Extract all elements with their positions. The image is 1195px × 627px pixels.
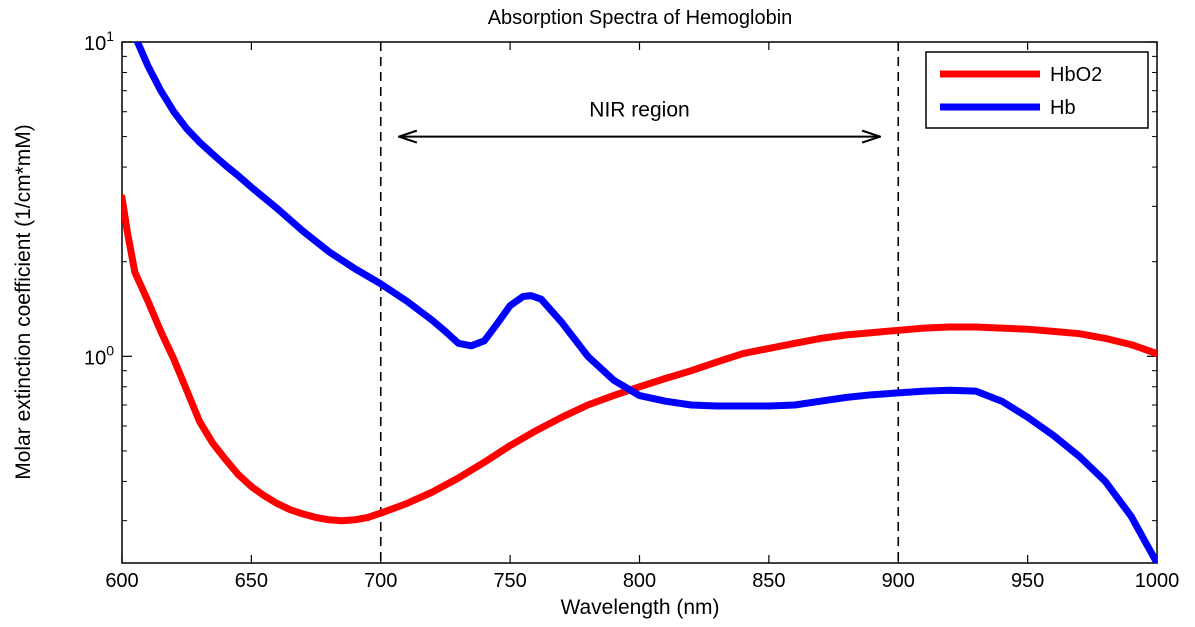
x-tick-label: 800 [623, 570, 656, 592]
series-line-hbo2 [122, 194, 1157, 525]
legend-label-hb: Hb [1050, 97, 1076, 119]
x-tick-label: 700 [364, 570, 397, 592]
x-tick-label: 950 [1011, 570, 1044, 592]
y-tick-label: 101 [84, 28, 114, 55]
x-tick-label: 750 [493, 570, 526, 592]
legend: HbO2 Hb [925, 51, 1149, 129]
x-tick-label: 850 [752, 570, 785, 592]
x-tick-label: 650 [235, 570, 268, 592]
x-tick-label: 1000 [1135, 570, 1180, 592]
y-axis-label: Molar extinction coefficient (1/cm*mM) [12, 124, 35, 480]
series-line-hb [134, 42, 1157, 563]
x-tick-label: 600 [105, 570, 138, 592]
legend-label-hbo2: HbO2 [1050, 64, 1102, 86]
x-axis-label: Wavelength (nm) [560, 596, 719, 619]
nir-region-label: NIR region [589, 99, 689, 122]
chart-title: Absorption Spectra of Hemoglobin [488, 7, 793, 29]
y-tick-label: 100 [84, 342, 114, 369]
series-group [122, 42, 1157, 563]
legend-box [925, 51, 1149, 129]
x-tick-label: 900 [882, 570, 915, 592]
